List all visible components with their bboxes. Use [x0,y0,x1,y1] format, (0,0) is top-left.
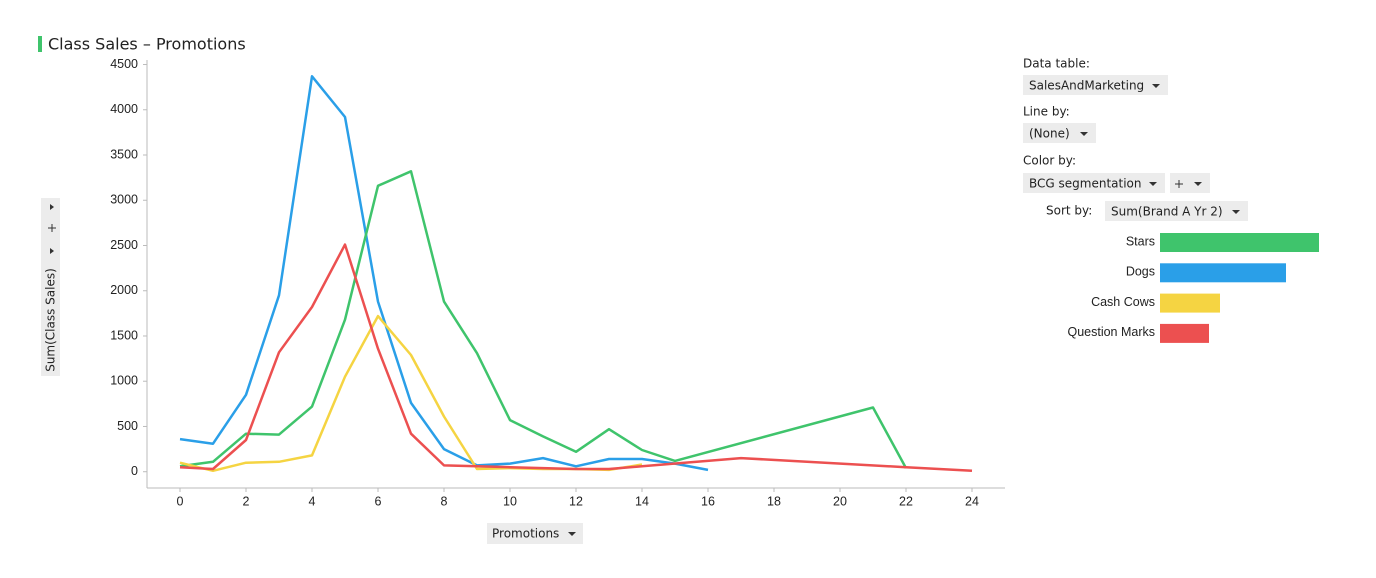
dropdown-value: SalesAndMarketing [1029,79,1144,93]
y-tick-label: 2500 [110,238,138,252]
dropdown-arrow [1080,132,1088,136]
expand-icon [50,204,54,210]
legend-bar [1160,323,1209,343]
x-tick-label: 0 [177,494,184,508]
dropdown[interactable] [1023,75,1168,95]
y-axis-label: Sum(Class Sales) [44,268,58,372]
x-tick-label: 18 [767,494,781,508]
x-tick-label: 2 [243,494,250,508]
x-tick-label: 6 [375,494,382,508]
dropdown-arrow [1149,182,1157,186]
y-tick-label: 3500 [110,147,138,161]
dropdown-value: BCG segmentation [1029,177,1142,191]
legend-label: Dogs [1126,265,1155,279]
x-tick-label: 12 [569,494,583,508]
legend-bar [1160,233,1319,252]
dropdown-value: Sum(Brand A Yr 2) [1111,205,1223,219]
x-tick-label: 4 [309,494,316,508]
dropdown[interactable] [1023,173,1165,193]
legend-bar [1160,263,1286,283]
line-series [179,75,709,472]
legend-label: Cash Cows [1091,295,1155,309]
legend: Stars Dogs Cash Cows Question Marks [1067,233,1319,343]
add-icon [48,224,56,232]
y-tick-label: 2000 [110,283,138,297]
y-tick-label: 3000 [110,193,138,207]
x-axis-label: Promotions [492,527,559,541]
x-tick-label: 22 [899,494,913,508]
legend-label: Stars [1126,234,1155,248]
dropdown[interactable] [1105,201,1248,221]
x-tick-label: 14 [635,494,649,508]
x-tick-label: 8 [441,494,448,508]
dropdown-arrow [1232,210,1240,214]
y-tick-label: 4000 [110,102,138,116]
y-axis-selector[interactable] [41,198,60,376]
expand-icon [50,248,54,254]
line-series [179,243,973,473]
control-label: Data table: [1023,57,1090,71]
control-label: Color by: [1023,154,1076,168]
chart-title: Class Sales – Promotions [48,35,246,54]
legend-label: Question Marks [1067,325,1155,339]
line-series [179,170,908,469]
add-color-button[interactable] [1170,173,1210,193]
line-series [179,314,643,473]
dropdown-value: (None) [1029,127,1070,141]
dropdown-arrow [568,532,576,536]
title-marker [38,36,42,52]
legend-bar [1160,293,1220,313]
x-tick-label: 16 [701,494,715,508]
y-tick-label: 0 [131,464,138,478]
dropdown[interactable] [1023,123,1096,143]
x-tick-label: 20 [833,494,847,508]
y-tick-label: 1500 [110,328,138,342]
y-tick-label: 1000 [110,374,138,388]
control-label: Line by: [1023,105,1070,119]
x-tick-label: 10 [503,494,517,508]
x-axis-selector[interactable] [487,523,583,544]
dropdown-arrow [1152,84,1160,88]
dropdown-arrow [1194,182,1202,186]
y-tick-label: 500 [117,419,138,433]
add-icon [1175,180,1183,188]
sort-label: Sort by: [1046,204,1092,218]
x-tick-label: 24 [965,494,979,508]
y-tick-label: 4500 [110,57,138,71]
